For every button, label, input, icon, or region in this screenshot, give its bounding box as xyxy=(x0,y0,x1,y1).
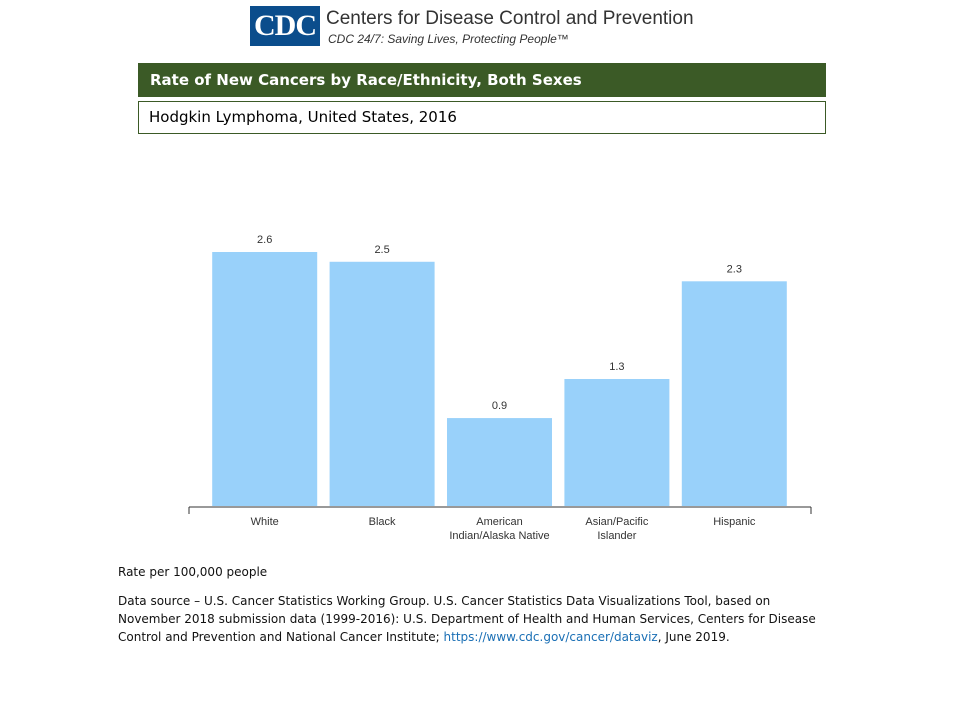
bar xyxy=(447,418,552,506)
source-text: , June 2019. xyxy=(657,630,730,644)
bar xyxy=(564,379,670,506)
bar xyxy=(212,252,318,506)
logo: CDC xyxy=(250,6,320,46)
bar xyxy=(681,281,787,506)
value-label: 1.3 xyxy=(609,361,624,373)
value-label: 2.5 xyxy=(374,244,389,256)
x-tick-label: White xyxy=(250,516,279,528)
x-tick-label: American Indian/Alaska Native xyxy=(449,516,550,542)
source-link[interactable]: https://www.cdc.gov/cancer/dataviz xyxy=(443,630,658,644)
x-tick-label: Hispanic xyxy=(713,516,756,528)
unit-note: Rate per 100,000 people xyxy=(118,565,268,579)
bar xyxy=(329,261,435,506)
source: Data source – U.S. Cancer Statistics Wor… xyxy=(118,592,818,646)
chart-subtitle: Hodgkin Lymphoma, United States, 2016 xyxy=(138,101,826,134)
value-label: 2.3 xyxy=(727,263,742,275)
agency-name: Centers for Disease Control and Preventi… xyxy=(326,8,694,29)
value-label: 0.9 xyxy=(492,400,507,412)
source-text: Data source – U.S. Cancer Statistics Wor… xyxy=(118,594,816,644)
value-label: 2.6 xyxy=(257,234,272,246)
tagline: CDC 24/7: Saving Lives, Protecting Peopl… xyxy=(328,32,569,46)
chart-title: Rate of New Cancers by Race/Ethnicity, B… xyxy=(138,63,826,97)
x-tick-label: Black xyxy=(368,516,396,528)
x-tick-label: Asian/Pacific Islander xyxy=(585,516,649,542)
